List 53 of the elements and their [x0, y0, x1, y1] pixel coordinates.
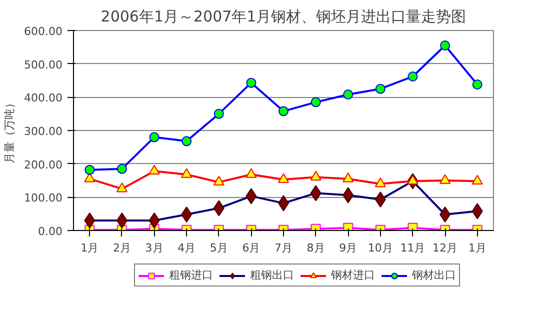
point	[116, 164, 127, 174]
x-tick-label: 4月	[178, 242, 196, 254]
point	[213, 176, 224, 186]
x-tick-label: 5月	[210, 242, 228, 254]
y-tick-label: 0.00	[38, 225, 63, 238]
point	[182, 136, 192, 146]
y-tick-label: 500.00	[24, 58, 63, 72]
legend-label: 钢材进口	[331, 268, 375, 282]
y-tick-label: 200.00	[24, 158, 63, 172]
x-tick-label: 1月	[468, 242, 486, 254]
point	[375, 84, 386, 94]
x-tick-label: 10月	[368, 242, 393, 254]
point	[310, 97, 321, 108]
point	[343, 90, 354, 100]
chart-title: 2006年1月～2007年1月钢材、钢坯月进出口量走势图	[100, 8, 466, 26]
point	[408, 222, 418, 230]
x-tick-label: 2月	[112, 242, 131, 254]
point	[407, 174, 418, 185]
point	[214, 108, 224, 119]
point	[310, 170, 322, 181]
point	[374, 178, 386, 188]
y-axis-title: 月量（万吨）	[3, 98, 16, 164]
point	[148, 164, 160, 175]
point	[246, 78, 256, 88]
y-tick-label: 400.00	[24, 92, 63, 105]
legend-label: 粗钢进口	[169, 268, 213, 282]
point	[408, 72, 418, 82]
x-tick-label: 6月	[242, 242, 260, 254]
y-tick-label: 300.00	[24, 125, 63, 138]
x-tick-label: 8月	[306, 242, 325, 254]
x-tick-label: 3月	[145, 242, 164, 254]
point	[342, 172, 354, 182]
point	[246, 168, 257, 178]
point	[278, 173, 289, 183]
point	[440, 174, 451, 184]
x-tick-label: 1月	[80, 242, 99, 254]
point	[181, 168, 192, 178]
point	[343, 222, 354, 230]
y-tick-label: 600.00	[24, 25, 63, 38]
point	[278, 106, 288, 116]
y-tick-label: 100.00	[24, 192, 63, 205]
point	[472, 174, 483, 185]
point	[472, 80, 482, 90]
legend-label: 粗钢出口	[250, 268, 294, 282]
x-tick-label: 11月	[400, 242, 426, 254]
x-tick-label: 12月	[432, 242, 458, 254]
legend-label: 钢材出口	[412, 268, 456, 282]
x-tick-label: 7月	[274, 242, 292, 254]
point	[440, 40, 450, 50]
point	[84, 164, 95, 175]
x-tick-label: 9月	[339, 242, 358, 254]
point	[116, 182, 128, 192]
point	[149, 132, 160, 142]
